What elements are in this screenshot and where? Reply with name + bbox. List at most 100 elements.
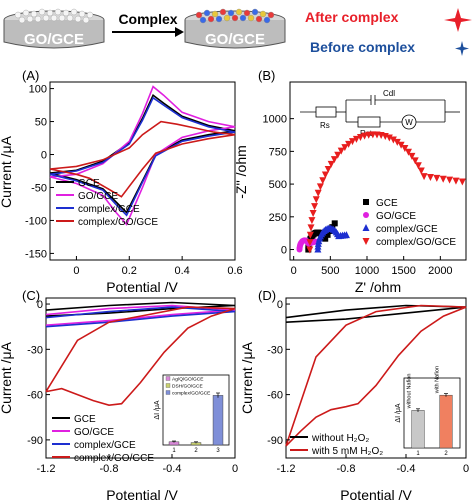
- panel-a-label: (A): [22, 68, 39, 83]
- right-electrode: GO/GCE: [184, 8, 286, 49]
- nyquist-point-complex-go-gce: [420, 173, 428, 181]
- panel-d-label: (D): [258, 288, 276, 303]
- legend-label-go-gce: GO/GCE: [74, 427, 114, 438]
- inset-x-tick-label: 3: [216, 448, 220, 454]
- x-tick-label: -0.4: [397, 463, 416, 475]
- inset-legend-label: DSH/GO/GCE: [172, 384, 203, 390]
- inset-legend-label: complex/GO/GCE: [172, 391, 210, 397]
- nyquist-point-gce: [324, 231, 331, 238]
- y-tick-label: -100: [25, 215, 47, 227]
- panel-d-curves: [285, 304, 467, 447]
- legend-label-gce: GCE: [78, 178, 100, 189]
- nyquist-point-complex-go-gce: [401, 145, 409, 153]
- y-tick-label: -90: [27, 435, 43, 447]
- legend-after-label: After complex: [305, 9, 399, 25]
- y-tick-label: 500: [269, 179, 287, 191]
- circuit-label-w: W: [405, 118, 413, 127]
- y-tick-label: -50: [31, 182, 47, 194]
- y-tick-label: -150: [25, 248, 47, 260]
- panel-c-y-label: Current /μA: [0, 341, 14, 414]
- y-tick-label: 1000: [263, 114, 287, 126]
- nyquist-point-complex-go-gce: [352, 135, 360, 143]
- nyquist-point-complex-go-gce: [324, 166, 332, 174]
- nyquist-point-complex-go-gce: [330, 156, 338, 164]
- panel-a-x-ticks: 0 0.2 0.4 0.6: [73, 256, 243, 277]
- nyquist-point-gce: [331, 220, 338, 227]
- nyquist-point-complex-go-gce: [446, 176, 454, 184]
- cv-curve-complex-gce: [49, 96, 236, 217]
- nyquist-point-complex-go-gce: [307, 224, 315, 232]
- inset-bar-1: [411, 410, 425, 449]
- nyquist-point-complex-go-gce: [404, 148, 412, 156]
- legend-label-without-h-o: without H₂O₂: [311, 433, 369, 444]
- x-tick-label: 0: [463, 463, 469, 475]
- panel-d-y-ticks: -90 -60 -30 0: [267, 299, 290, 447]
- y-tick-label: -90: [267, 435, 283, 447]
- nyquist-point-complex-go-gce: [393, 138, 401, 146]
- nyquist-point-complex-go-gce: [397, 141, 405, 149]
- y-tick-label: 0: [277, 299, 283, 311]
- nyquist-point-complex-go-gce: [327, 160, 335, 168]
- nyquist-point-complex-go-gce: [316, 183, 324, 191]
- panel-a-y-ticks: -150 -100 -50 0 50 100: [25, 84, 54, 260]
- y-tick-label: -60: [267, 390, 283, 402]
- panel-b-label: (B): [258, 68, 275, 83]
- panel-c-curves: [45, 301, 236, 407]
- y-tick-label: 250: [269, 212, 287, 224]
- circuit-label-rs: Rs: [320, 121, 330, 130]
- inset-legend-swatch: [165, 390, 171, 395]
- panel-c-y-ticks: -90 -60 -30 0: [27, 299, 50, 447]
- nyquist-point-complex-go-gce: [356, 134, 364, 142]
- scheme-legend: After complex Before complex: [305, 8, 472, 56]
- legend-label-complex-gce: complex/GCE: [78, 204, 140, 215]
- y-tick-label: -60: [27, 390, 43, 402]
- y-tick-label: -30: [27, 344, 43, 356]
- y-tick-label: 100: [29, 84, 47, 96]
- resistor-rct: [357, 116, 381, 128]
- x-tick-label: -0.8: [337, 463, 356, 475]
- legend-label-go-gce: GO/GCE: [78, 191, 118, 202]
- panel-a-x-label: Potential /V: [106, 279, 178, 295]
- legend-label-complex-gce: complex/GCE: [74, 440, 136, 451]
- panel-d: (D) -1.2 -0.8 -0.4 0 -90 -60 -30 0 Potential /…: [239, 288, 469, 503]
- x-tick-label: 0.6: [227, 265, 242, 277]
- inset-legend-swatch: [165, 383, 171, 388]
- legend-label-complex-go-gce: complex/GO/GCE: [78, 217, 158, 228]
- x-tick-label: -0.8: [100, 463, 119, 475]
- nyquist-point-complex-go-gce: [345, 140, 353, 148]
- legend-marker: [362, 224, 370, 231]
- inset-bar-2: [439, 394, 453, 449]
- inset-bar-label: without Nafion: [407, 374, 413, 410]
- panel-b-x-ticks: 0 500 1000 1500 2000: [291, 256, 453, 277]
- nyquist-point-complex-go-gce: [321, 171, 329, 179]
- star-icon-before: [455, 41, 469, 56]
- nyquist-point-complex-go-gce: [306, 246, 314, 254]
- nyquist-point-complex-go-gce: [411, 157, 419, 165]
- legend-label-complex-go-gce: complex/GO/GCE: [376, 237, 456, 248]
- nyquist-point-complex-go-gce: [389, 136, 397, 144]
- x-tick-label: 0: [73, 265, 79, 277]
- panel-c-label: (C): [22, 288, 40, 303]
- inset-y-label: ΔI /μA: [395, 403, 402, 423]
- panel-b: (B) Cdl Rs Rct W 0 500 1000 1500 2000 0 250 50…: [233, 68, 467, 295]
- panel-c-x-label: Potential /V: [106, 487, 178, 503]
- nyquist-point-complex-go-gce: [417, 167, 425, 175]
- inset-bar-label: with Nafion: [435, 366, 441, 394]
- nyquist-point-gce: [322, 235, 329, 242]
- legend-label-gce: GCE: [74, 414, 96, 425]
- panel-a-frame: [49, 81, 236, 261]
- legend-label-complex-go-gce: complex/GO/GCE: [74, 453, 154, 464]
- nyquist-point-complex-go-gce: [385, 134, 393, 142]
- y-tick-label: 50: [35, 117, 47, 129]
- x-tick-label: 0.4: [174, 265, 189, 277]
- panel-c-legend: GCE GO/GCE complex/GCE complex/GO/GCE: [52, 414, 154, 464]
- legend-marker: [363, 212, 369, 218]
- panel-d-legend: without H₂O₂ with 5 mM H₂O₂: [290, 433, 383, 457]
- panel-b-x-label: Z' /ohm: [355, 279, 401, 295]
- nyquist-point-complex-go-gce: [408, 152, 416, 160]
- panel-a-curves: [49, 85, 236, 226]
- x-tick-label: -1.2: [37, 463, 56, 475]
- cv-curve-go-gce: [45, 304, 236, 326]
- circuit-diagram: Cdl Rs Rct W: [300, 89, 460, 138]
- nyquist-point-complex-go-gce: [348, 138, 356, 146]
